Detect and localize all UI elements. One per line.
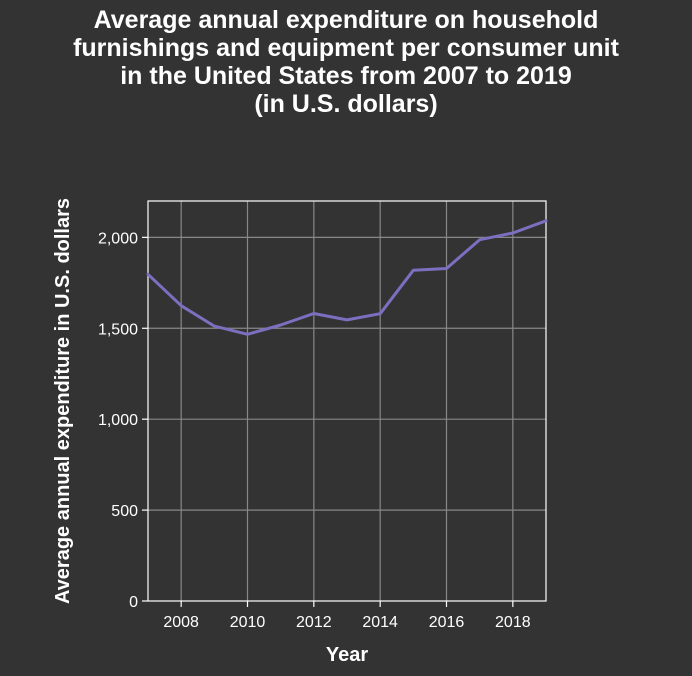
x-tick-label: 2012 [296, 614, 332, 631]
series-layer [146, 219, 548, 336]
y-tick-label: 2,000 [98, 230, 138, 247]
x-tick-label: 2016 [429, 614, 465, 631]
plot-frame [147, 200, 547, 602]
chart-title: Average annual expenditure on household f… [73, 6, 619, 118]
series-line [146, 219, 548, 336]
y-tick-label: 500 [111, 503, 138, 520]
x-tick-label: 2010 [230, 614, 266, 631]
x-tick-label: 2014 [362, 614, 398, 631]
x-axis-ticks: 2008 2010 2012 2014 2016 2018 [163, 601, 531, 631]
y-axis-title: Average annual expenditure in U.S. dolla… [52, 198, 74, 604]
y-tick-label: 1,000 [98, 412, 138, 429]
y-tick-label: 0 [129, 594, 138, 611]
grid [148, 201, 546, 601]
x-tick-label: 2018 [495, 614, 531, 631]
x-tick-label: 2008 [163, 614, 199, 631]
x-axis-title: Year [326, 644, 368, 666]
y-axis-ticks: 0 500 1,000 1,500 2,000 [98, 230, 148, 611]
y-tick-label: 1,500 [98, 321, 138, 338]
